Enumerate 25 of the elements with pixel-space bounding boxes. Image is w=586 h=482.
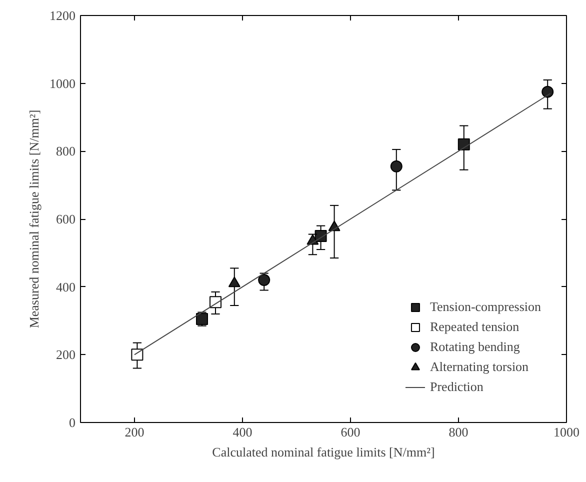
y-tick-label: 1200 [50, 8, 76, 23]
y-tick-label: 400 [56, 279, 76, 294]
point [228, 276, 240, 288]
x-axis-title: Calculated nominal fatigue limits [N/mm²] [212, 444, 435, 460]
legend-label: Prediction [430, 379, 484, 395]
y-axis-title: Measured nominal fatigue limits [N/mm²] [26, 110, 42, 328]
y-tick-label: 200 [56, 347, 76, 362]
point [258, 274, 270, 286]
x-tick-label: 1000 [554, 424, 580, 440]
x-tick-label: 200 [124, 424, 144, 440]
point [131, 348, 144, 361]
point [390, 160, 402, 172]
y-tick-label: 0 [69, 415, 76, 430]
legend-label: Alternating torsion [430, 359, 529, 375]
legend-label: Tension-compression [430, 299, 541, 315]
legend-label: Rotating bending [430, 339, 520, 355]
point [458, 138, 470, 150]
y-tick-label: 800 [56, 144, 76, 159]
x-tick-label: 800 [448, 424, 468, 440]
x-tick-label: 400 [232, 424, 252, 440]
y-tick-label: 1000 [50, 76, 76, 91]
legend-label: Repeated tension [430, 319, 520, 335]
x-tick-label: 600 [340, 424, 360, 440]
y-tick-label: 600 [56, 212, 76, 226]
point [542, 86, 554, 98]
